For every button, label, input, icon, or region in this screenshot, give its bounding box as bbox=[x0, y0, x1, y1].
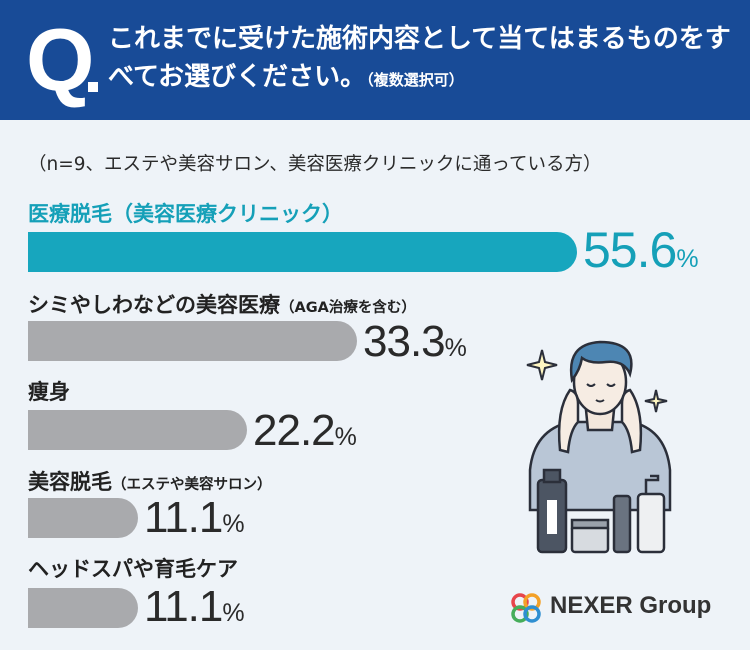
man-illustration bbox=[526, 340, 672, 554]
hair bbox=[569, 340, 633, 383]
bar-label-3: 痩身 bbox=[28, 376, 70, 406]
bar-value-2: 33.3% bbox=[363, 320, 467, 370]
nexer-logo-icon bbox=[511, 593, 541, 623]
sparkle-icon-left bbox=[526, 349, 558, 381]
cream-jar-lid bbox=[570, 518, 610, 530]
bar-value-5-number: 11.1 bbox=[144, 582, 223, 631]
bar-5 bbox=[28, 588, 138, 628]
bar-3 bbox=[28, 410, 247, 450]
bar-label-2-main: シミやしわなどの美容医療 bbox=[28, 293, 280, 317]
bar-value-1-unit: % bbox=[676, 245, 699, 273]
bar-1 bbox=[28, 232, 577, 272]
eye-right bbox=[606, 383, 616, 387]
bar-label-2: シミやしわなどの美容医療（AGA治療を含む） bbox=[28, 289, 416, 319]
bar-label-4-main: 美容脱毛 bbox=[28, 470, 112, 494]
question-note: （複数選択可） bbox=[366, 71, 464, 89]
bar-value-1: 55.6% bbox=[583, 225, 699, 281]
bar-value-3-number: 22.2 bbox=[253, 406, 336, 455]
bottle-dark-cap bbox=[542, 468, 562, 484]
cream-jar bbox=[570, 524, 610, 554]
question-main: これまでに受けた施術内容として当てはまるものをすべてお選びください。 bbox=[108, 24, 731, 92]
bar-label-2-sub: （AGA治療を含む） bbox=[280, 300, 416, 316]
bar-label-1: 医療脱毛（美容医療クリニック） bbox=[28, 198, 343, 228]
bar-value-3: 22.2% bbox=[253, 409, 357, 459]
hand-right bbox=[620, 388, 643, 454]
sparkle-icon-right bbox=[644, 389, 668, 413]
bar-label-1-main: 医療脱毛（美容医療クリニック） bbox=[28, 202, 343, 226]
bar-2 bbox=[28, 321, 357, 361]
bar-label-4: 美容脱毛（エステや美容サロン） bbox=[28, 466, 272, 496]
mouth bbox=[595, 399, 605, 403]
bar-value-5-unit: % bbox=[222, 599, 245, 627]
bar-value-5: 11.1% bbox=[144, 585, 245, 635]
bar-value-2-unit: % bbox=[444, 334, 467, 362]
question-text: これまでに受けた施術内容として当てはまるものをすべてお選びください。（複数選択可… bbox=[108, 20, 738, 99]
bar-label-5-main: ヘッドスパや育毛ケア bbox=[28, 557, 238, 581]
bar-label-4-sub: （エステや美容サロン） bbox=[112, 477, 272, 493]
nexer-logo-text: NEXER Group bbox=[550, 592, 712, 619]
eye-left bbox=[586, 383, 596, 387]
bar-label-3-main: 痩身 bbox=[28, 380, 70, 404]
bar-value-2-number: 33.3 bbox=[363, 317, 446, 366]
bar-value-4-unit: % bbox=[222, 510, 245, 538]
bar-value-4-number: 11.1 bbox=[144, 493, 223, 542]
bar-4 bbox=[28, 498, 138, 538]
q-dot bbox=[88, 82, 98, 92]
nexer-logo: NEXER Group bbox=[508, 590, 728, 626]
pump-head bbox=[644, 474, 660, 494]
question-header: Q これまでに受けた施術内容として当てはまるものをすべてお選びください。（複数選… bbox=[0, 0, 750, 120]
bar-value-4: 11.1% bbox=[144, 496, 245, 546]
hand-left bbox=[557, 388, 580, 454]
bar-label-5: ヘッドスパや育毛ケア bbox=[28, 553, 238, 583]
sample-note: （n=9、エステや美容サロン、美容医療クリニックに通っている方） bbox=[28, 154, 602, 175]
pump-bottle bbox=[636, 492, 666, 554]
bar-value-3-unit: % bbox=[334, 423, 357, 451]
tube bbox=[612, 494, 632, 554]
q-mark: Q bbox=[26, 10, 94, 109]
bar-value-1-number: 55.6 bbox=[583, 222, 677, 278]
bottle-dark-label bbox=[547, 500, 557, 534]
